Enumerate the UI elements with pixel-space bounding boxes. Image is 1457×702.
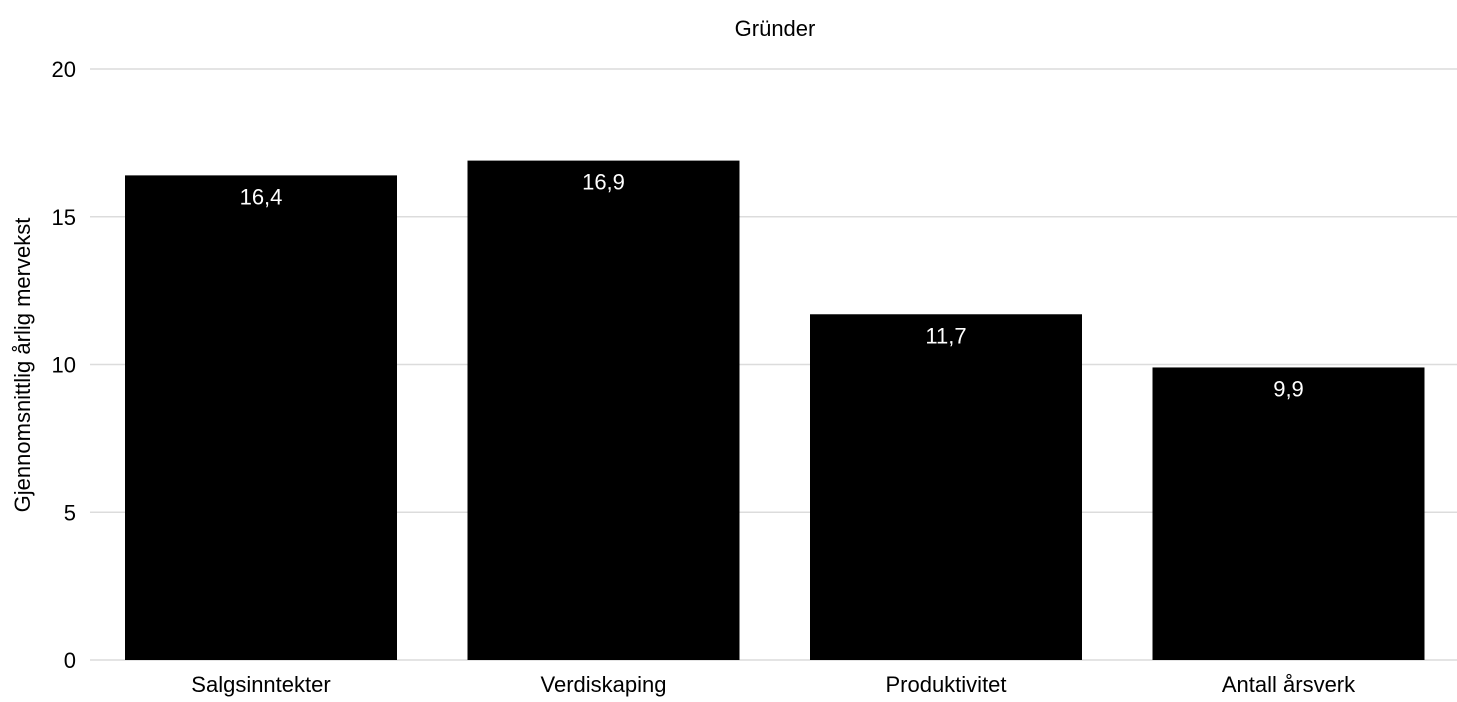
bars: 16,4 16,9 11,7 9,9 [125,160,1425,661]
y-tick-label-3: 15 [52,205,76,230]
bar-value-label-2: 11,7 [925,323,966,348]
y-axis-label: Gjennomsnittlig årlig mervekst [10,218,35,513]
x-axis-ticks: Salgsinntekter Verdiskaping Produktivitet A… [191,672,1356,697]
bar-value-label-1: 16,9 [582,170,625,195]
y-tick-label-4: 20 [52,57,76,82]
x-tick-label-0: Salgsinntekter [191,672,330,697]
bar-3 [1152,367,1425,660]
y-tick-label-2: 10 [52,353,76,378]
bar-value-label-0: 16,4 [240,184,283,209]
y-tick-label-1: 5 [64,500,76,525]
chart-title: Gründer [735,16,816,41]
y-tick-label-0: 0 [64,648,76,673]
bar-1 [467,160,740,661]
x-tick-label-2: Produktivitet [885,672,1006,697]
bar-value-label-3: 9,9 [1273,376,1304,401]
y-axis-ticks: 0 5 10 15 20 [52,57,76,673]
x-tick-label-1: Verdiskaping [541,672,667,697]
bar-0 [125,175,397,660]
x-tick-label-3: Antall årsverk [1222,672,1356,697]
bar-2 [810,314,1082,660]
